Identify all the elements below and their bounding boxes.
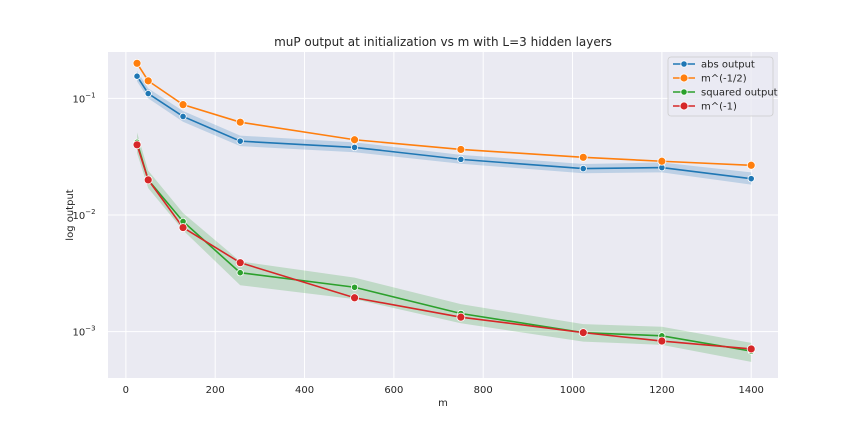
data-point (746, 160, 756, 170)
data-point (236, 269, 244, 277)
x-tick-label: 1400 (738, 385, 763, 396)
data-point (579, 165, 587, 173)
data-point (178, 223, 188, 232)
data-point (143, 76, 153, 86)
legend-label: abs output (701, 60, 755, 71)
chart-title: muP output at initialization vs m with L… (274, 35, 612, 49)
legend-marker (679, 101, 689, 111)
x-tick-label: 1200 (649, 385, 674, 396)
data-point (350, 135, 359, 145)
legend-entries: abs output m^(-1/2) squared output m^(-1) (673, 60, 778, 113)
data-point (178, 100, 188, 110)
y-tick-label: 10−1 (72, 91, 95, 105)
data-point (350, 143, 359, 151)
tick-labels: 0 200 400 600 800 1000 1200 1400 10−3 10−2 10−1 (72, 91, 763, 396)
y-tick-label: 10−2 (72, 208, 95, 222)
data-point (747, 175, 755, 183)
series-markers (132, 58, 756, 355)
x-tick-label: 400 (295, 385, 314, 396)
data-point (132, 140, 142, 150)
y-tick-label: 10−3 (72, 325, 95, 339)
legend: abs output m^(-1/2) squared output m^(-1) (667, 56, 778, 117)
legend-marker (679, 73, 689, 83)
data-point (456, 145, 466, 154)
x-tick-label: 800 (474, 385, 493, 396)
data-point (132, 58, 142, 68)
data-point (179, 112, 187, 121)
data-point (350, 293, 359, 303)
legend-marker (680, 88, 688, 96)
confidence-band (137, 70, 752, 185)
x-axis-label: m (438, 398, 448, 409)
data-point (657, 336, 667, 346)
data-point (350, 283, 359, 291)
x-tick-label: 1000 (560, 385, 585, 396)
confidence-bands (137, 70, 752, 362)
data-point (578, 152, 588, 162)
y-axis-label: log output (65, 189, 76, 240)
x-tick-label: 600 (384, 385, 403, 396)
data-point (457, 155, 465, 163)
legend-box (667, 56, 774, 117)
legend-marker (680, 60, 688, 68)
data-point (235, 258, 245, 268)
x-tick-label: 0 (123, 385, 129, 396)
legend-label: m^(-1/2) (701, 74, 747, 85)
data-point (746, 344, 756, 354)
data-point (235, 117, 245, 127)
data-point (456, 312, 466, 322)
data-point (133, 72, 141, 80)
data-point (657, 156, 667, 166)
confidence-band (137, 132, 752, 362)
data-point (143, 175, 153, 185)
data-point (236, 137, 244, 145)
data-point (144, 89, 152, 98)
data-point (578, 328, 588, 338)
legend-label: squared output (701, 88, 778, 99)
x-tick-label: 200 (206, 385, 225, 396)
legend-label: m^(-1) (701, 102, 737, 113)
